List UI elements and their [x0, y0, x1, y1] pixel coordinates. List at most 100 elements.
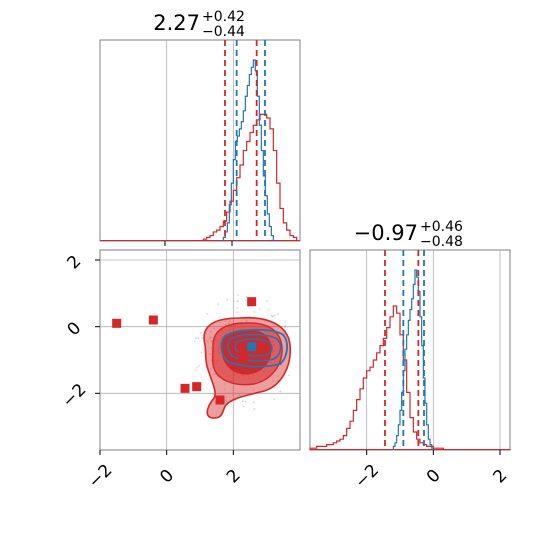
sample-point: [272, 380, 274, 383]
sample-point: [252, 388, 255, 391]
sample-point: [253, 408, 256, 411]
sample-point: [210, 347, 213, 349]
x-tick-label: 2: [490, 466, 512, 488]
sample-point: [252, 401, 255, 404]
sample-point: [193, 340, 196, 342]
x-tick-label: 0: [423, 466, 445, 488]
red-marker: [180, 383, 190, 393]
sample-point: [270, 315, 273, 318]
sample-point: [238, 394, 241, 397]
sample-point: [206, 313, 209, 315]
sample-point: [201, 336, 204, 339]
sample-point: [194, 337, 197, 339]
sample-point: [194, 369, 197, 371]
sample-point: [224, 320, 227, 323]
blue-histogram: [392, 269, 434, 450]
panel-bottom-right-frame: [309, 249, 511, 451]
sample-point: [232, 300, 235, 303]
sample-point: [241, 400, 244, 403]
panel-bottom-right: −2 0 2 −0.97 +0.46 −0.48: [309, 219, 512, 493]
sample-point: [212, 393, 215, 396]
sample-point: [200, 351, 203, 354]
sample-point: [210, 330, 212, 333]
panel-top-left: 2.27 +0.42 −0.44: [99, 9, 301, 246]
y-tick-label: −2: [59, 380, 91, 412]
sample-point: [267, 309, 270, 311]
sample-point: [198, 365, 200, 367]
panel-bottom-left: −2 0 2 2 0 −2: [59, 249, 301, 493]
sample-point: [276, 313, 279, 316]
sample-point: [209, 352, 211, 355]
sample-point: [253, 310, 256, 313]
red-marker: [238, 352, 248, 362]
red-marker: [192, 382, 202, 392]
sample-point: [225, 399, 228, 402]
sample-point: [284, 320, 287, 323]
title-1-plus: +0.42: [202, 9, 245, 25]
sample-point: [217, 303, 219, 305]
sample-point: [236, 307, 238, 309]
sample-point: [273, 398, 276, 401]
x-tick-label: 2: [223, 466, 245, 488]
sample-point: [227, 322, 230, 325]
sample-point: [279, 390, 282, 393]
sample-point: [236, 300, 239, 303]
panel-top-left-frame: [99, 39, 301, 242]
sample-point: [266, 300, 269, 302]
sample-point: [206, 340, 209, 343]
sample-point: [225, 396, 228, 399]
blue-marker: [247, 342, 257, 352]
title-2-main: −0.97: [354, 221, 418, 245]
sample-point: [223, 388, 226, 391]
sample-point: [273, 386, 276, 389]
sample-point: [276, 375, 279, 377]
sample-point: [229, 320, 231, 323]
sample-point: [273, 314, 276, 317]
sample-point: [210, 367, 212, 370]
sample-point: [283, 326, 286, 328]
red-marker: [247, 297, 257, 307]
sample-point: [288, 374, 290, 377]
x-tick-label: −2: [351, 461, 383, 493]
red-marker: [215, 395, 225, 405]
blue-contour-mid: [227, 333, 282, 362]
red-histogram: [309, 305, 444, 450]
red-marker: [112, 318, 122, 328]
y-tick-label: 2: [64, 252, 86, 274]
blue-contour-inner: [234, 338, 273, 357]
sample-point: [224, 323, 227, 326]
title-1-minus: −0.44: [202, 24, 245, 40]
sample-point: [224, 383, 227, 385]
sample-point: [213, 327, 216, 330]
sample-point: [283, 377, 286, 379]
sample-point: [235, 311, 238, 314]
sample-point: [226, 298, 228, 301]
sample-point: [245, 320, 248, 322]
sample-point: [213, 373, 216, 376]
sample-point: [245, 296, 248, 298]
panel-top-left-title: 2.27 +0.42 −0.44: [153, 9, 245, 40]
title-2-minus: −0.48: [420, 234, 463, 250]
sample-point: [209, 336, 212, 339]
x-tick-label: 0: [156, 466, 178, 488]
red-histogram: [202, 113, 298, 241]
blue-contour-outer: [220, 328, 288, 368]
red-marker: [148, 315, 158, 325]
sample-point: [210, 359, 213, 362]
sample-point: [237, 294, 240, 296]
title-2-plus: +0.46: [420, 219, 463, 235]
title-1-main: 2.27: [153, 11, 200, 35]
panel-bottom-right-title: −0.97 +0.46 −0.48: [354, 219, 463, 250]
sample-point: [199, 331, 202, 334]
y-tick-label: 0: [64, 318, 86, 340]
sample-point: [258, 307, 261, 310]
sample-point: [244, 400, 247, 403]
sample-point: [196, 366, 199, 369]
x-tick-label: −2: [85, 461, 117, 493]
sample-point: [276, 379, 279, 382]
sample-point: [210, 340, 213, 343]
sample-point: [242, 405, 245, 408]
sample-point: [284, 324, 287, 327]
sample-point: [197, 337, 200, 340]
